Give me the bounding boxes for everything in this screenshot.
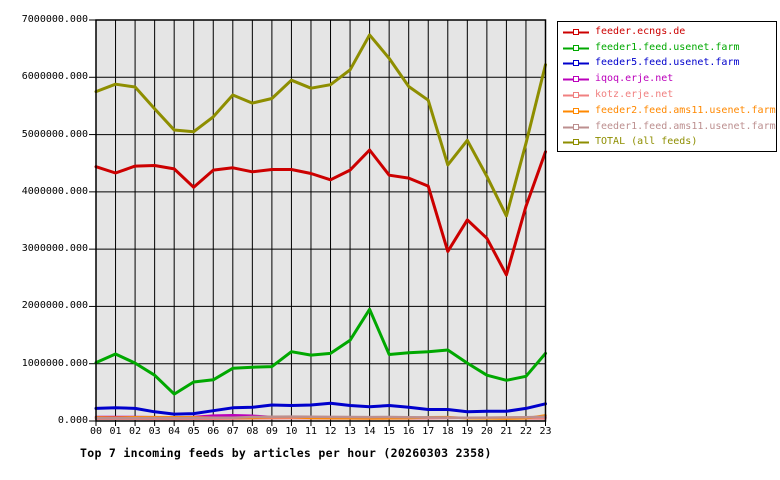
plot-background bbox=[96, 20, 546, 421]
y-axis-tick-label: 4000000.000 bbox=[21, 185, 88, 197]
x-axis-tick-label: 16 bbox=[402, 426, 415, 437]
chart-title: Top 7 incoming feeds by articles per hou… bbox=[80, 446, 492, 460]
legend-marker-square bbox=[573, 107, 579, 114]
x-axis-tick-label: 17 bbox=[422, 426, 435, 437]
x-axis-tick-label: 07 bbox=[226, 426, 239, 437]
y-axis-tick-label: 5000000.000 bbox=[21, 128, 88, 140]
x-axis-tick-label: 00 bbox=[89, 426, 103, 437]
legend-marker-square bbox=[573, 76, 579, 83]
legend-line-sample bbox=[563, 44, 589, 51]
legend-item: TOTAL (all feeds) bbox=[563, 135, 776, 151]
x-axis-tick-label: 14 bbox=[363, 426, 376, 437]
x-axis-tick-label: 10 bbox=[285, 426, 298, 437]
legend-item: feeder5.feed.usenet.farm bbox=[563, 56, 776, 72]
x-axis-tick-label: 02 bbox=[129, 426, 142, 437]
y-axis-tick-label: 6000000.000 bbox=[21, 71, 88, 83]
legend-line-sample bbox=[563, 139, 589, 146]
series-line bbox=[94, 148, 547, 277]
legend-marker-square bbox=[573, 44, 579, 51]
x-axis-tick-label: 09 bbox=[265, 426, 278, 437]
legend-item-label: feeder.ecngs.de bbox=[595, 25, 686, 37]
legend-item-label: iqoq.erje.net bbox=[595, 73, 674, 85]
legend-item: feeder.ecngs.de bbox=[563, 24, 776, 40]
y-axis-tick-label: 0.000 bbox=[57, 415, 88, 426]
legend-marker-square bbox=[573, 92, 579, 99]
legend-line-sample bbox=[563, 28, 589, 35]
series-line bbox=[94, 401, 547, 416]
x-axis-tick-label: 05 bbox=[187, 426, 200, 437]
legend-item-label: kotz.erje.net bbox=[595, 89, 674, 101]
x-axis-tick-label: 04 bbox=[168, 426, 181, 437]
x-axis-tick-label: 08 bbox=[246, 426, 259, 437]
x-axis-tick-label: 01 bbox=[109, 426, 122, 437]
legend-item-label: TOTAL (all feeds) bbox=[595, 136, 698, 148]
series-line bbox=[94, 307, 547, 396]
x-axis-tick-label: 12 bbox=[324, 426, 337, 437]
x-axis-tick-label: 21 bbox=[500, 426, 513, 437]
y-axis-tick-label: 2000000.000 bbox=[21, 300, 88, 312]
plot-border bbox=[95, 19, 547, 422]
x-axis-tick-label: 06 bbox=[207, 426, 220, 437]
legend-item: kotz.erje.net bbox=[563, 87, 776, 103]
legend-line-sample bbox=[563, 60, 589, 67]
x-axis-tick-label: 13 bbox=[344, 426, 357, 437]
legend-marker-square bbox=[573, 28, 579, 35]
x-axis-tick-label: 23 bbox=[539, 426, 552, 437]
legend-item-label: feeder2.feed.ams11.usenet.farm bbox=[595, 104, 776, 116]
y-axis-tick-label: 7000000.000 bbox=[21, 14, 88, 25]
legend: feeder.ecngs.de feeder1.feed.usenet.farm f… bbox=[557, 21, 777, 152]
x-axis-tick-label: 15 bbox=[383, 426, 396, 437]
legend-item: feeder1.feed.ams11.usenet.farm bbox=[563, 119, 776, 135]
series-line bbox=[94, 415, 547, 420]
legend-line-sample bbox=[563, 76, 589, 83]
x-axis-tick-label: 11 bbox=[304, 426, 317, 437]
legend-item: feeder1.feed.usenet.farm bbox=[563, 40, 776, 56]
legend-item: feeder2.feed.ams11.usenet.farm bbox=[563, 103, 776, 119]
x-axis-tick-label: 20 bbox=[480, 426, 493, 437]
legend-item-label: feeder1.feed.usenet.farm bbox=[595, 41, 740, 53]
y-axis-tick-label: 1000000.000 bbox=[21, 357, 88, 369]
y-axis-tick-label: 3000000.000 bbox=[21, 243, 88, 255]
x-axis-tick-label: 19 bbox=[461, 426, 474, 437]
legend-line-sample bbox=[563, 123, 589, 130]
x-axis-tick-label: 03 bbox=[148, 426, 161, 437]
legend-marker-square bbox=[573, 60, 579, 67]
legend-item-label: feeder1.feed.ams11.usenet.farm bbox=[595, 120, 776, 132]
x-axis-tick-label: 18 bbox=[441, 426, 454, 437]
legend-line-sample bbox=[563, 107, 589, 114]
legend-item-label: feeder5.feed.usenet.farm bbox=[595, 57, 740, 69]
series-line bbox=[94, 33, 547, 218]
legend-line-sample bbox=[563, 92, 589, 99]
legend-marker-square bbox=[573, 139, 579, 146]
legend-item: iqoq.erje.net bbox=[563, 71, 776, 87]
x-axis-tick-label: 22 bbox=[519, 426, 532, 437]
legend-marker-square bbox=[573, 123, 579, 130]
